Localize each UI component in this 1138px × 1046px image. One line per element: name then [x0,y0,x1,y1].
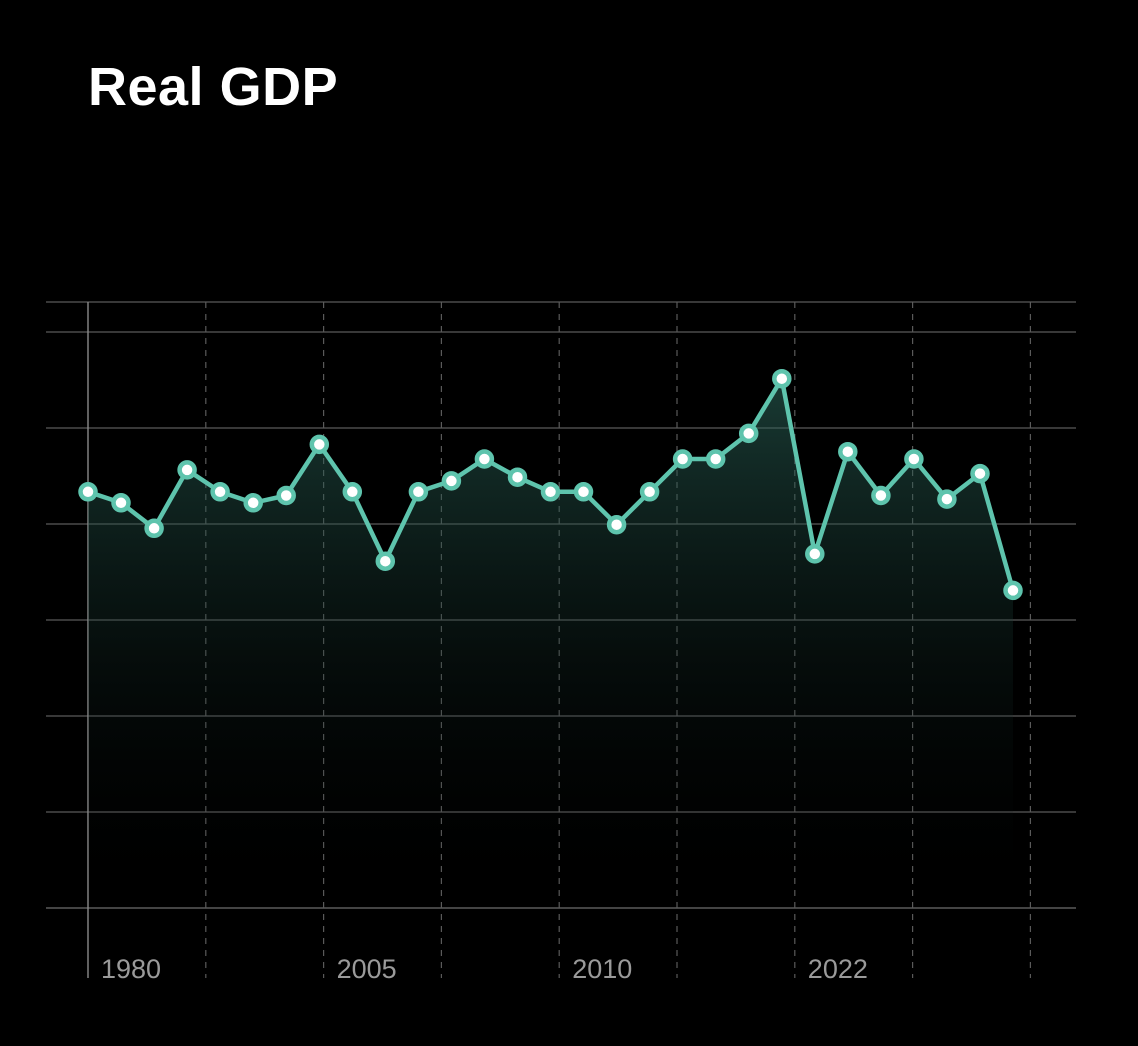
x-tick-label: 1980 [101,954,161,984]
data-point [342,482,363,502]
data-point [838,441,858,462]
data-point [408,482,429,502]
x-tick-label: 2022 [808,954,868,984]
data-point [573,482,594,502]
data-point [772,368,792,389]
data-point [375,551,396,571]
x-tick-label: 2005 [337,954,397,984]
data-point [474,449,495,469]
tick-layer: 1980 2005 2010 2022 [101,954,868,984]
data-point [672,449,693,469]
area-layer [88,378,1013,908]
data-point [177,460,197,480]
x-tick-label: 2010 [572,954,632,984]
data-point [309,434,330,455]
data-point [639,482,660,502]
data-point [904,449,924,469]
data-point [276,485,296,506]
data-point [507,467,528,487]
data-point [937,489,957,509]
data-point [243,493,263,513]
data-point [210,482,230,502]
data-point [540,482,561,502]
data-point [705,449,726,469]
data-point [871,485,891,506]
chart-title: Real GDP [88,57,339,117]
data-point [805,544,825,564]
data-point [1003,580,1023,601]
data-point [970,463,990,484]
point-layer [78,368,1023,601]
data-point [111,493,131,513]
data-point [738,423,759,444]
data-point [144,518,164,539]
data-point [78,482,98,502]
area-fill [88,378,1013,908]
data-point [606,514,627,535]
data-point [441,471,462,491]
